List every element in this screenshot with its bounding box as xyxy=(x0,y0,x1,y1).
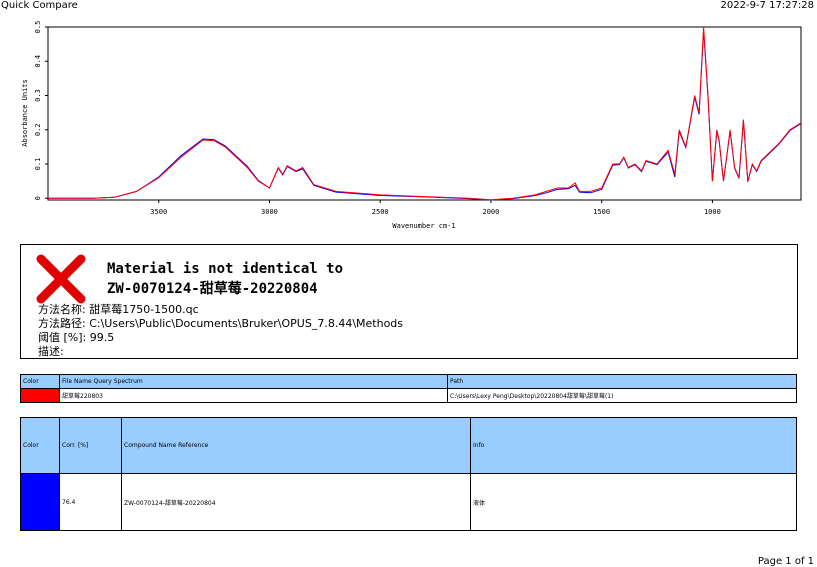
x-tick-label: 1000 xyxy=(704,208,721,216)
x-axis-label: Wavenumber cm-1 xyxy=(392,222,455,230)
fail-icon xyxy=(36,254,86,304)
cell: 甜草莓220803 xyxy=(59,388,448,403)
method-info: 方法名称: 甜草莓1750-1500.qc 方法路径: C:\Users\Publ… xyxy=(38,303,403,359)
y-tick-label: 0.1 xyxy=(34,158,42,171)
y-tick-label: 0.4 xyxy=(34,55,42,68)
x-tick-label: 2500 xyxy=(372,208,389,216)
page-title: Quick Compare xyxy=(1,0,78,11)
header-cell: Corr. [%] xyxy=(59,417,122,474)
y-tick-label: 0 xyxy=(34,196,42,200)
chart: Wavenumber cm-1 Absorbance Units 3500 300… xyxy=(21,21,802,230)
color-swatch xyxy=(20,473,60,531)
header-cell: Compound Name Reference xyxy=(121,417,471,474)
x-tick-label: 3000 xyxy=(261,208,278,216)
result-status: Material is not identical to xyxy=(107,261,344,277)
data-row: 甜草莓220803 C:\Users\Lexy Peng\Desktop\2022… xyxy=(20,388,797,403)
y-axis-label: Absorbance Units xyxy=(21,79,29,146)
cell: C:\Users\Lexy Peng\Desktop\20220804甜草莓\甜… xyxy=(447,388,797,403)
page-number: Page 1 of 1 xyxy=(757,556,814,567)
info-line: 描述: xyxy=(38,345,64,358)
spectrum-line xyxy=(48,26,802,201)
cell: 76.4 xyxy=(59,473,122,531)
header-cell: Path xyxy=(447,374,797,389)
spectrum-line xyxy=(48,30,802,201)
info-line: 方法名称: 甜草莓1750-1500.qc xyxy=(38,303,199,316)
cell: ZW-0070124-甜草莓-20220804 xyxy=(121,473,471,531)
result-reference: ZW-0070124-甜草莓-20220804 xyxy=(107,281,318,297)
y-tick-label: 0.5 xyxy=(34,21,42,34)
info-line: 方法路径: C:\Users\Public\Documents\Bruker\O… xyxy=(38,317,404,330)
header-cell: Color xyxy=(20,374,60,389)
timestamp: 2022-9-7 17:27:28 xyxy=(720,0,814,11)
y-tick-label: 0.3 xyxy=(34,89,42,102)
x-tick-label: 2000 xyxy=(483,208,500,216)
color-swatch xyxy=(20,388,60,403)
header-cell: Info xyxy=(470,417,797,474)
reference-table: Color Corr. [%] Compound Name Reference Inf… xyxy=(20,417,797,531)
header-row: Color File Name Query Spectrum Path xyxy=(20,374,797,389)
cell: 液体 xyxy=(470,473,797,531)
query-table: Color File Name Query Spectrum Path 甜草莓2208… xyxy=(20,374,797,403)
header-cell: Color xyxy=(20,417,60,474)
data-row: 76.4 ZW-0070124-甜草莓-20220804 液体 xyxy=(20,473,797,531)
y-tick-label: 0.2 xyxy=(34,123,42,136)
header-row: Color Corr. [%] Compound Name Reference Inf… xyxy=(20,417,797,474)
x-tick-label: 3500 xyxy=(150,208,167,216)
result-box: Material is not identical to ZW-0070124-… xyxy=(20,244,798,359)
header-cell: File Name Query Spectrum xyxy=(59,374,448,389)
info-line: 阈值 [%]: 99.5 xyxy=(38,331,115,344)
x-tick-label: 1500 xyxy=(593,208,610,216)
plot-frame xyxy=(47,26,802,201)
